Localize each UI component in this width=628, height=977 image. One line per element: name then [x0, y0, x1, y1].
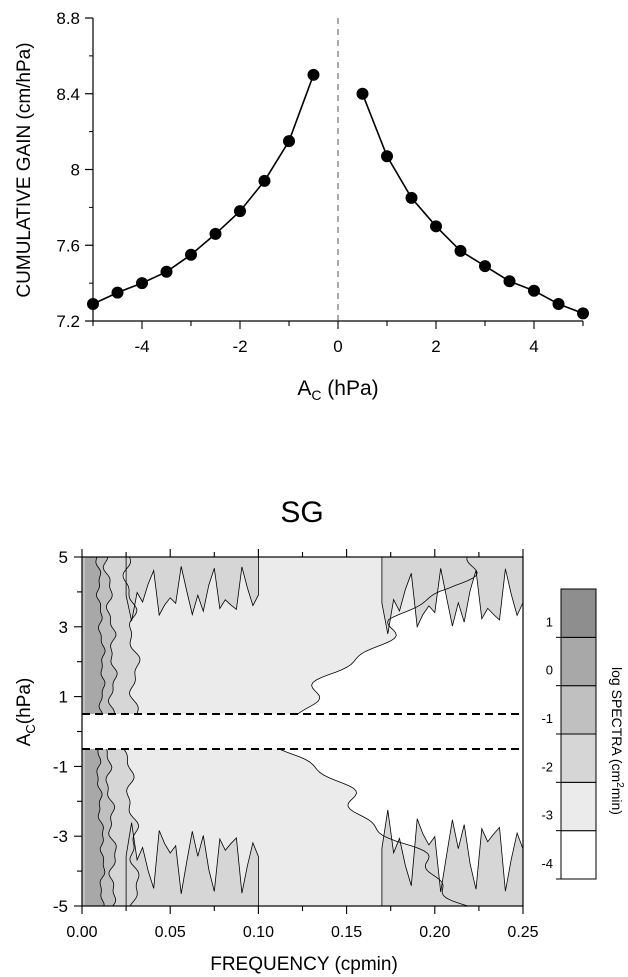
gain-data-point — [552, 297, 565, 310]
gain-data-point — [503, 275, 516, 288]
colorbar-label: log SPECTRA (cm2min) — [609, 667, 625, 815]
gain-y-tick-label: 8.4 — [56, 85, 80, 104]
contour-level-minus3-upper — [82, 557, 478, 714]
gain-chart-ticks: 7.2 7.6 8 8.4 8.8 -4 -2 0 2 4 — [56, 9, 584, 356]
contour-level-minus3-upper-outline — [297, 556, 478, 715]
gain-y-tick-label: 8.8 — [56, 9, 80, 28]
contour-patch-lower-left — [125, 822, 259, 907]
colorbar-swatch — [560, 781, 597, 832]
gain-y-tick-label: 7.2 — [56, 312, 80, 331]
spectra-x-tick-label: 0.05 — [155, 924, 186, 941]
gain-chart-xlabel: AC (hPa) — [297, 377, 378, 403]
gain-chart-ylabel: CUMULATIVE GAIN (cm/hPa) — [14, 42, 35, 297]
colorbar-swatch — [560, 636, 597, 687]
colorbar-swatch — [560, 733, 597, 783]
contour-level-0-lower-outline — [96, 748, 106, 907]
gain-y-tick-label: 7.6 — [56, 236, 80, 255]
colorbar-tick-label: -4 — [541, 856, 553, 871]
gain-data-point — [160, 265, 173, 278]
gain-x-tick-label: -4 — [134, 337, 149, 356]
spectra-contour-lines — [95, 556, 478, 907]
colorbar-tick-label: 0 — [546, 663, 553, 678]
colorbar-tick-label: 1 — [546, 614, 553, 629]
gain-x-tick-label: -2 — [232, 337, 247, 356]
excluded-band-fill — [82, 714, 523, 749]
contour-level-minus1-lower-outline — [105, 748, 117, 907]
spectra-y-tick-label: 1 — [59, 688, 68, 707]
gain-chart-points — [87, 68, 589, 320]
contour-patch-upper-right — [381, 556, 524, 634]
gain-chart: 7.2 7.6 8 8.4 8.8 -4 -2 0 2 4 CUMULATIVE GAIN (cm… — [14, 9, 589, 403]
gain-data-point — [136, 277, 148, 290]
contour-level-minus2-lower-outline — [123, 748, 140, 907]
spectra-y-tick-label: 3 — [59, 618, 68, 637]
colorbar-tick-label: -2 — [541, 759, 553, 774]
gain-data-point — [283, 135, 295, 148]
gain-data-point — [307, 68, 320, 81]
excluded-band — [82, 713, 523, 750]
gain-data-point — [87, 297, 99, 310]
contour-patch-lower-right — [381, 809, 524, 907]
colorbar-swatch — [560, 830, 597, 880]
gain-x-tick-label: 0 — [333, 337, 342, 356]
colorbar-tick-label: -1 — [541, 711, 553, 726]
gain-series-line — [361, 93, 584, 315]
spectra-x-tick-label: 0.25 — [507, 924, 538, 941]
gain-chart-series-lines — [92, 74, 584, 315]
gain-data-point — [577, 307, 589, 320]
gain-data-point — [234, 205, 246, 218]
gain-data-point — [111, 286, 124, 299]
spectra-x-tick-label: 0.10 — [243, 924, 274, 941]
spectra-y-tick-label: -3 — [53, 827, 68, 846]
gain-data-point — [479, 260, 491, 273]
gain-x-tick-label: 4 — [529, 337, 538, 356]
gain-data-point — [356, 87, 369, 100]
spectra-chart-ylabel: AC(hPa) — [14, 678, 38, 747]
gain-data-point — [454, 244, 467, 257]
gain-y-tick-label: 8 — [71, 161, 80, 180]
gain-data-point — [430, 220, 442, 233]
spectra-x-tick-label: 0.20 — [419, 924, 450, 941]
gain-data-point — [258, 174, 271, 187]
gain-data-point — [381, 150, 393, 163]
spectra-x-tick-label: 0.15 — [331, 924, 362, 941]
gain-x-tick-label: 2 — [431, 337, 440, 356]
gain-series-line — [92, 74, 315, 305]
colorbar: 1 0 -1 -2 -3 -4 — [541, 588, 597, 880]
colorbar-swatch — [560, 685, 597, 735]
contour-level-0-upper-outline — [95, 556, 106, 715]
spectra-chart-ticks: 5 3 1 -1 -3 -5 0.00 0.05 0.10 0.15 0.20 0.25 — [53, 548, 539, 941]
gain-data-point — [405, 191, 418, 204]
contour-level-0-lower — [85, 749, 105, 906]
contour-level-minus2-upper-outline — [122, 556, 141, 715]
colorbar-tick-label: -3 — [541, 808, 553, 823]
gain-data-point — [185, 248, 197, 261]
spectra-y-tick-label: 5 — [59, 548, 68, 567]
spectra-y-tick-label: -1 — [53, 757, 68, 776]
gain-data-point — [209, 227, 222, 240]
spectra-chart: SG 5 3 1 -1 -3 -5 0.00 0.05 0.10 0.15 0.20 0.25 AC(… — [14, 496, 625, 975]
spectra-y-tick-label: -5 — [53, 897, 68, 916]
spectra-chart-xlabel: FREQUENCY (cpmin) — [210, 954, 398, 975]
contour-level-minus1-upper-outline — [102, 556, 118, 715]
gain-data-point — [528, 284, 540, 297]
contour-level-minus3-lower-outline — [278, 748, 468, 907]
contour-patch-upper-left — [125, 556, 259, 622]
spectra-chart-title: SG — [280, 496, 323, 529]
spectra-x-tick-label: 0.00 — [66, 924, 97, 941]
colorbar-swatch — [560, 588, 597, 638]
contour-level-0-upper — [85, 557, 106, 714]
